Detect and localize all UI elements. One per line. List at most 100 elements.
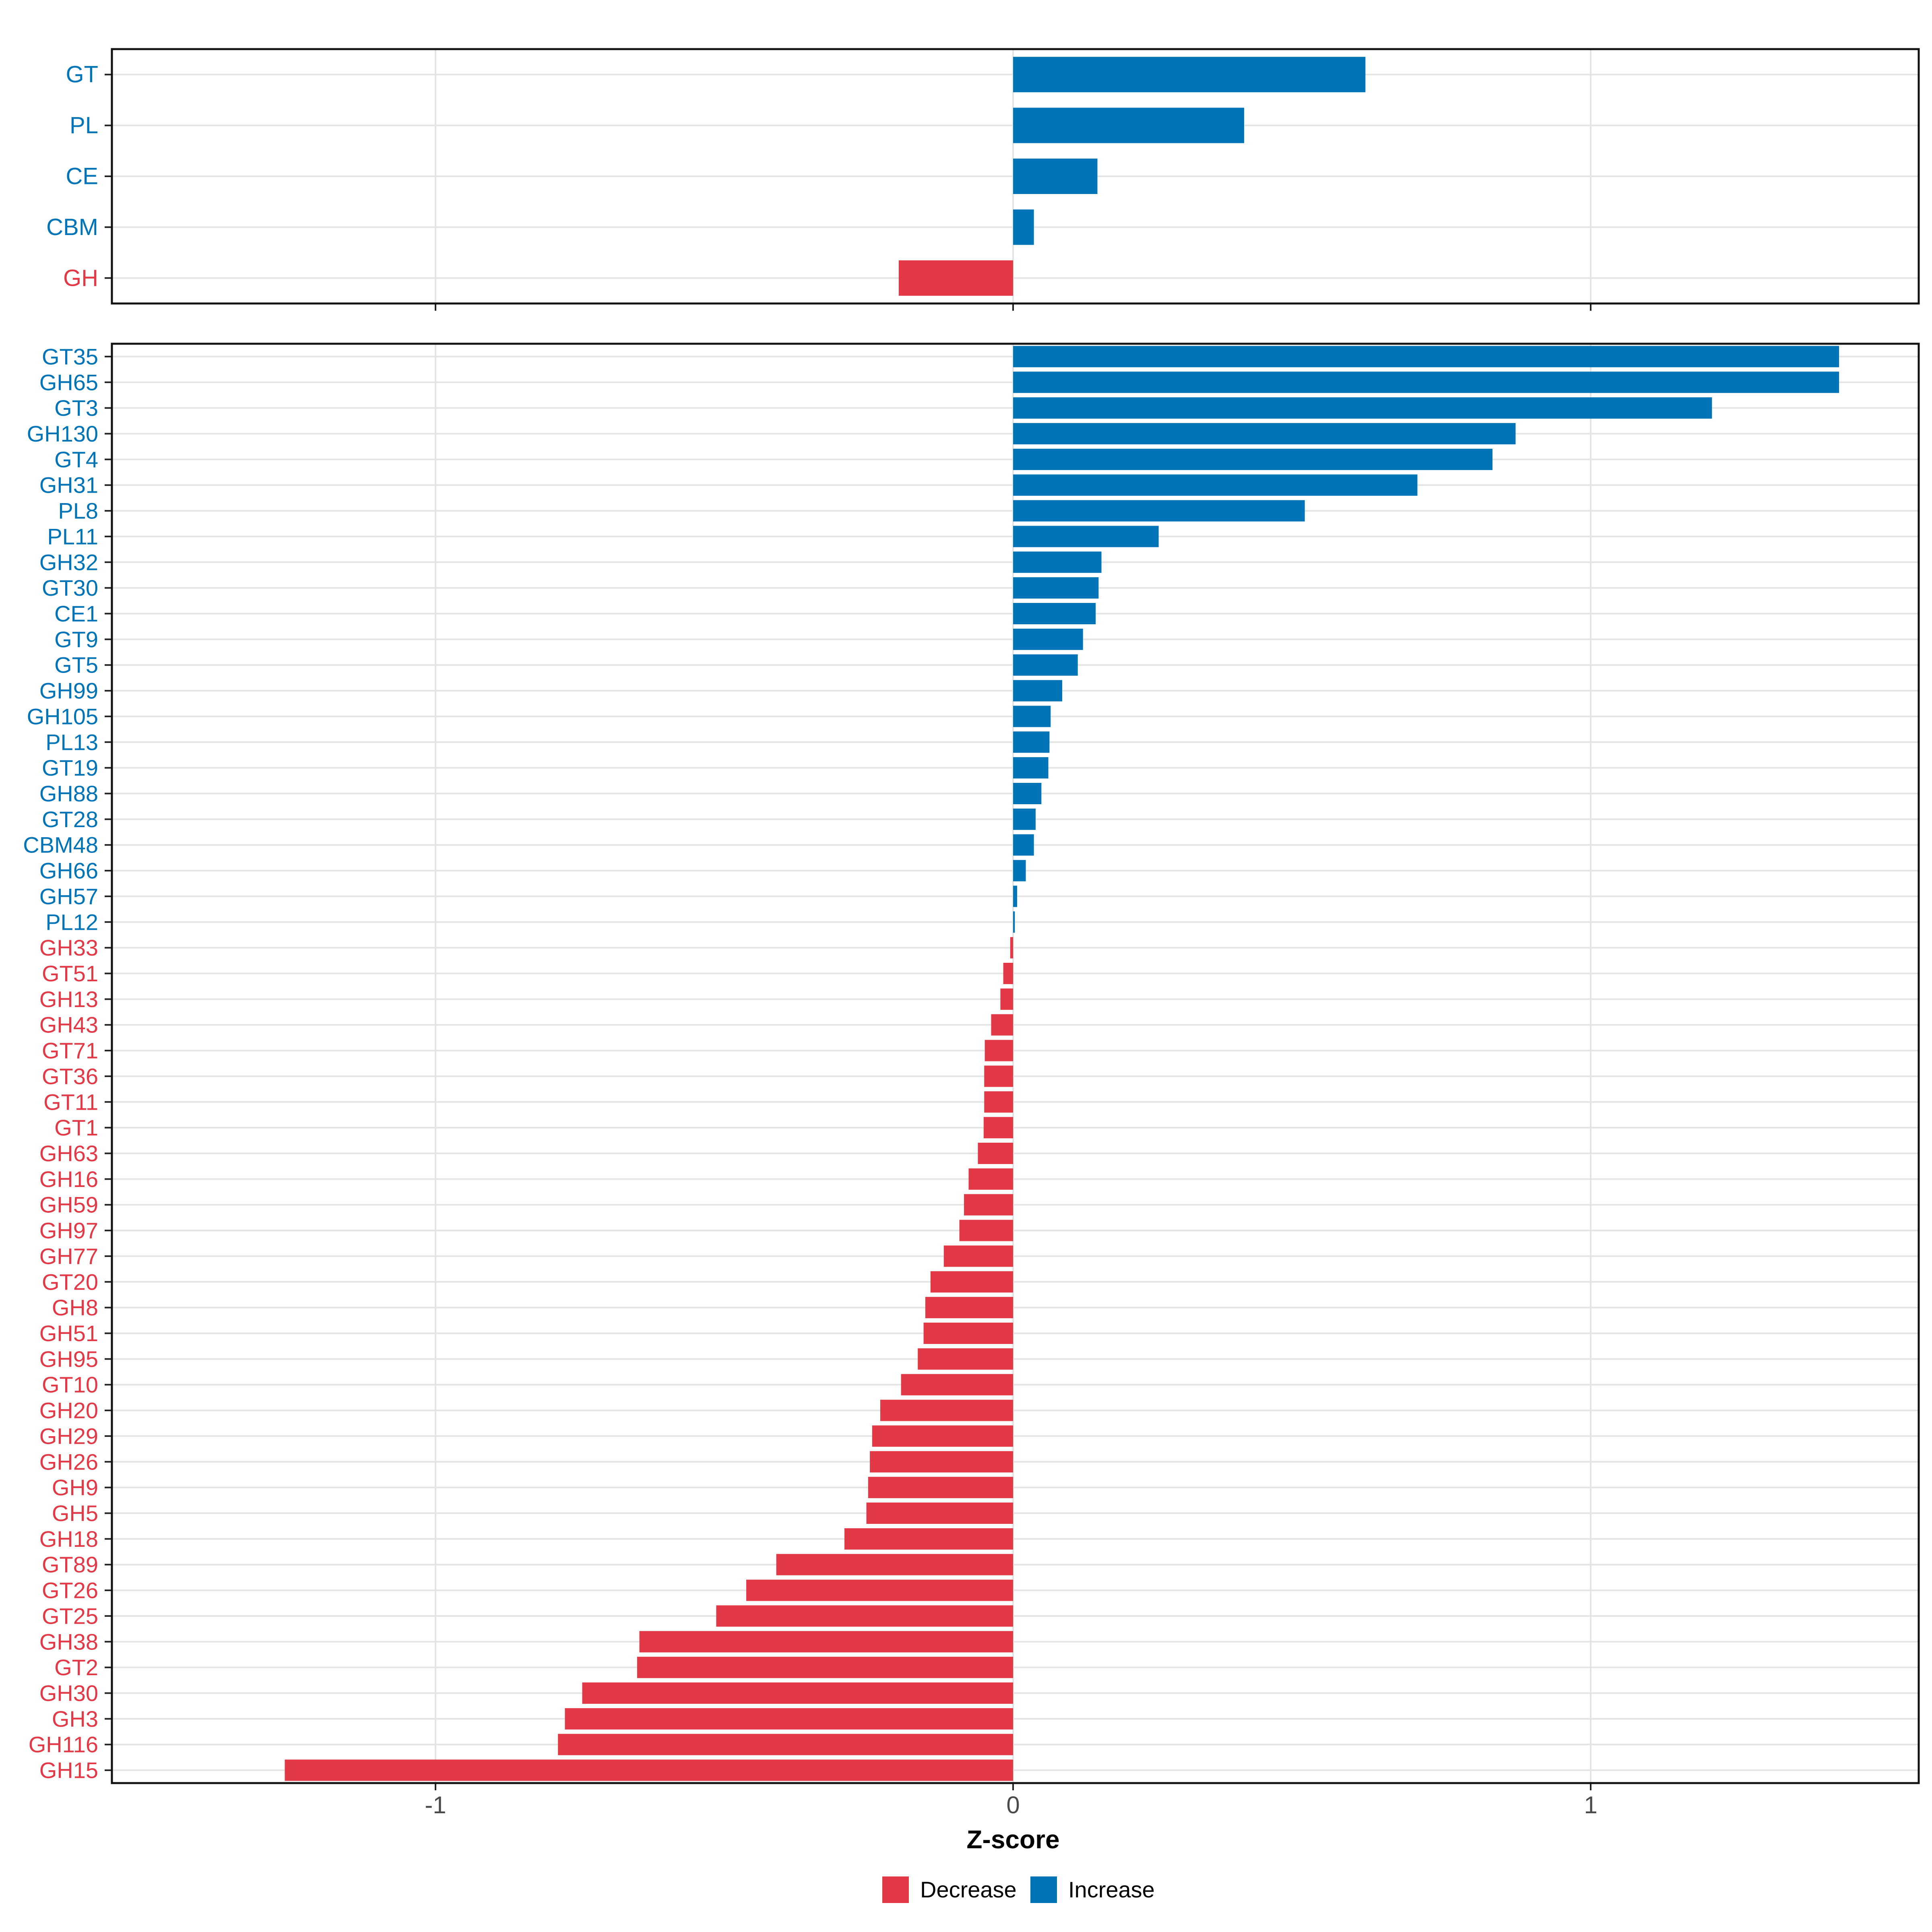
category-label-GT5: GT5 bbox=[54, 652, 98, 678]
category-label-GT89: GT89 bbox=[42, 1552, 98, 1577]
category-label-PL8: PL8 bbox=[58, 498, 98, 524]
bar-GH63 bbox=[978, 1143, 1013, 1164]
x-tick-label: 0 bbox=[1006, 1792, 1020, 1818]
bar-GT20 bbox=[930, 1271, 1013, 1293]
bar-GH130 bbox=[1013, 423, 1516, 444]
bar-GH16 bbox=[968, 1168, 1013, 1190]
category-label-GH38: GH38 bbox=[39, 1629, 98, 1654]
bar-CBM bbox=[1013, 209, 1034, 245]
bar-GH29 bbox=[872, 1425, 1013, 1447]
category-label-GH65: GH65 bbox=[39, 369, 98, 395]
x-axis-title: Z-score bbox=[966, 1825, 1059, 1854]
bar-GH bbox=[898, 260, 1013, 296]
category-label-CE: CE bbox=[66, 163, 98, 190]
category-label-GT11: GT11 bbox=[43, 1089, 98, 1115]
category-label-GH18: GH18 bbox=[39, 1526, 98, 1552]
bar-GH31 bbox=[1013, 474, 1418, 496]
bar-GT5 bbox=[1013, 654, 1078, 676]
bar-GH43 bbox=[991, 1014, 1013, 1036]
category-label-GT35: GT35 bbox=[42, 344, 98, 369]
bar-GH77 bbox=[943, 1245, 1013, 1267]
category-label-GH32: GH32 bbox=[39, 549, 98, 575]
bar-GH97 bbox=[959, 1220, 1013, 1241]
bar-CE1 bbox=[1013, 603, 1096, 624]
bar-GH99 bbox=[1013, 680, 1062, 702]
category-label-GH5: GH5 bbox=[52, 1501, 98, 1526]
category-label-GT28: GT28 bbox=[42, 807, 98, 832]
bar-PL bbox=[1013, 107, 1244, 143]
category-label-GH57: GH57 bbox=[39, 883, 98, 909]
category-label-GT9: GT9 bbox=[54, 627, 98, 652]
bar-GH13 bbox=[1000, 988, 1013, 1010]
category-label-GT20: GT20 bbox=[42, 1269, 98, 1294]
legend-swatch-decrease bbox=[882, 1876, 909, 1903]
category-label-GT4: GT4 bbox=[54, 447, 98, 472]
bar-GT1 bbox=[983, 1117, 1013, 1139]
category-label-GT3: GT3 bbox=[54, 395, 98, 421]
category-label-GH13: GH13 bbox=[39, 987, 98, 1012]
category-label-PL13: PL13 bbox=[45, 729, 98, 755]
category-label-GH105: GH105 bbox=[27, 704, 98, 729]
bar-GT30 bbox=[1013, 577, 1099, 599]
bar-GH105 bbox=[1013, 706, 1051, 727]
bar-GH8 bbox=[925, 1297, 1013, 1319]
category-label-GH130: GH130 bbox=[27, 421, 98, 446]
legend-swatch-increase bbox=[1030, 1876, 1057, 1903]
category-label-PL12: PL12 bbox=[45, 909, 98, 935]
category-label-GH3: GH3 bbox=[52, 1706, 98, 1732]
category-label-GH77: GH77 bbox=[39, 1243, 98, 1269]
bar-CE bbox=[1013, 159, 1098, 194]
panel-families: GT35GH65GT3GH130GT4GH31PL8PL11GH32GT30CE… bbox=[23, 343, 1920, 1790]
panel-summary: GT PL CE CBM GH bbox=[46, 48, 1920, 311]
category-label-GH: GH bbox=[63, 265, 98, 291]
category-label-GH20: GH20 bbox=[39, 1398, 98, 1423]
bar-GH15 bbox=[285, 1759, 1013, 1781]
bar-GT36 bbox=[984, 1065, 1013, 1087]
category-label-GH66: GH66 bbox=[39, 858, 98, 883]
bar-GT9 bbox=[1013, 628, 1083, 650]
category-label-GT71: GT71 bbox=[42, 1038, 98, 1063]
category-label-GH15: GH15 bbox=[39, 1758, 98, 1783]
x-tick-label: -1 bbox=[425, 1792, 446, 1818]
bar-GH66 bbox=[1013, 860, 1026, 881]
category-label-GH51: GH51 bbox=[39, 1321, 98, 1346]
bar-GT3 bbox=[1013, 397, 1712, 419]
bar-GH18 bbox=[844, 1528, 1013, 1550]
bar-GT71 bbox=[985, 1040, 1013, 1061]
x-tick-label: 1 bbox=[1584, 1792, 1597, 1818]
bar-GT4 bbox=[1013, 448, 1493, 470]
category-label-GH33: GH33 bbox=[39, 935, 98, 960]
category-label-GH95: GH95 bbox=[39, 1346, 98, 1372]
legend-label-increase: Increase bbox=[1068, 1877, 1155, 1902]
bar-GT bbox=[1013, 57, 1366, 93]
category-label-GH26: GH26 bbox=[39, 1449, 98, 1474]
category-label-GT30: GT30 bbox=[42, 575, 98, 601]
category-label-GH30: GH30 bbox=[39, 1680, 98, 1706]
bar-GT11 bbox=[984, 1091, 1013, 1113]
bar-GT26 bbox=[746, 1579, 1013, 1601]
panel-border bbox=[111, 343, 1920, 1784]
category-label-GT25: GT25 bbox=[42, 1603, 98, 1629]
category-label-GT51: GT51 bbox=[42, 961, 98, 986]
category-label-GH8: GH8 bbox=[52, 1295, 98, 1320]
category-label-GT36: GT36 bbox=[42, 1063, 98, 1089]
legend-label-decrease: Decrease bbox=[920, 1877, 1017, 1902]
category-label-GH31: GH31 bbox=[39, 473, 98, 498]
panel-border bbox=[111, 48, 1920, 305]
bar-GH32 bbox=[1013, 551, 1102, 573]
bar-GT89 bbox=[776, 1554, 1013, 1575]
category-label-GT19: GT19 bbox=[42, 755, 98, 780]
bar-GT51 bbox=[1003, 963, 1013, 984]
bar-GH51 bbox=[923, 1323, 1013, 1344]
bar-GT25 bbox=[716, 1605, 1013, 1627]
bar-GT19 bbox=[1013, 757, 1049, 779]
bar-CBM48 bbox=[1013, 834, 1034, 856]
bar-PL13 bbox=[1013, 731, 1050, 753]
bar-PL8 bbox=[1013, 500, 1305, 522]
category-label-GT2: GT2 bbox=[54, 1655, 98, 1680]
bar-GT35 bbox=[1013, 346, 1839, 367]
bar-GT2 bbox=[637, 1657, 1013, 1678]
bar-GH5 bbox=[866, 1503, 1013, 1524]
